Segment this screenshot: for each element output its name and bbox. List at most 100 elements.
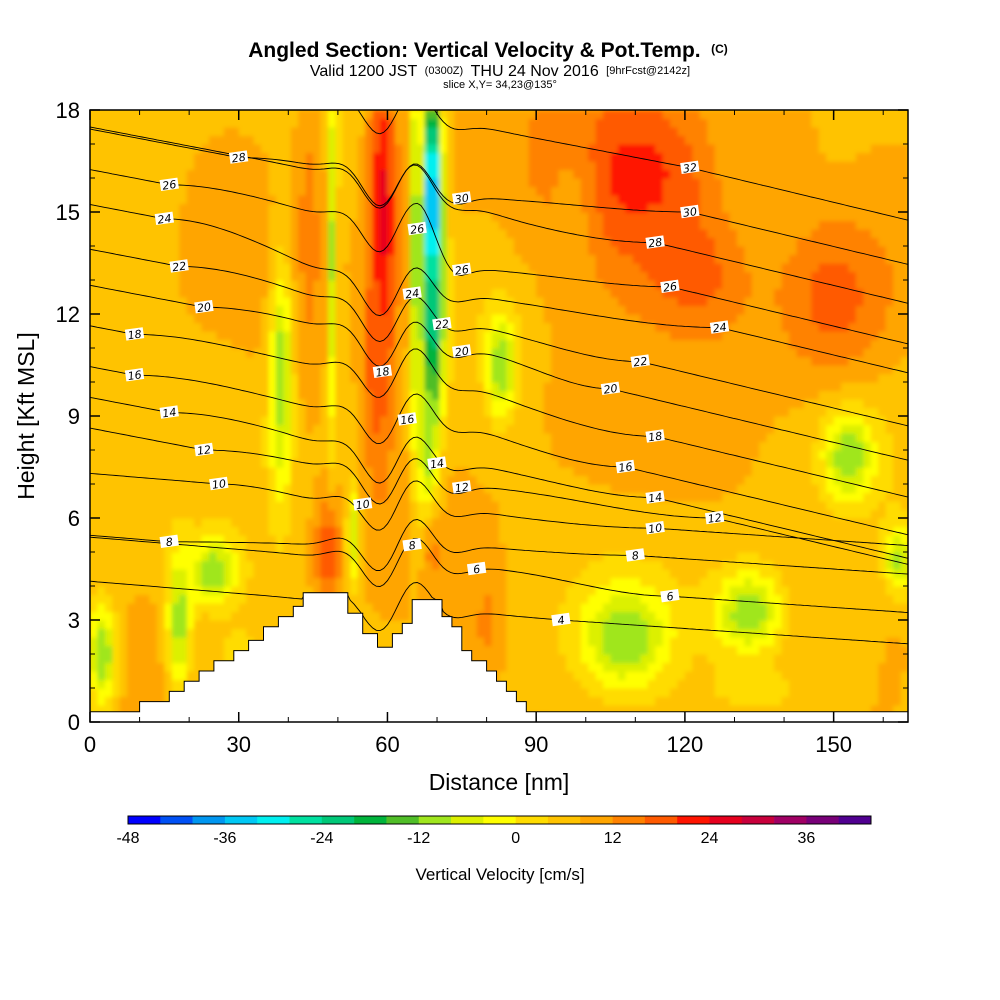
theta-contour-label: 6 [466,561,487,576]
y-tick-label: 18 [56,98,80,123]
y-axis-ticks: 0 3 6 9 12 15 18 [56,98,908,735]
theta-contour-30 [90,126,908,265]
theta-contour-label: 12 [194,442,214,458]
x-axis-ticks: 0 30 60 90 120 150 [84,110,884,757]
colorbar-swatch [547,816,581,824]
colorbar-swatch [612,816,646,824]
chart-subtitle: Valid 1200 JST (0300Z) THU 24 Nov 2016 [… [310,61,690,80]
colorbar-swatch [354,816,387,824]
terrain-mask [90,592,908,722]
theta-contour-label: 32 [680,160,700,176]
colorbar-swatch [192,816,226,824]
x-tick-label: 30 [226,732,250,757]
y-tick-label: 15 [56,200,80,225]
theta-contour-24 [90,204,908,374]
theta-contour-label: 24 [154,211,175,227]
theta-contour-label: 22 [432,317,452,332]
theta-contour-label: 14 [159,405,179,421]
theta-contour-6 [90,536,908,613]
x-tick-label: 0 [84,732,96,757]
colorbar-swatch [774,816,807,824]
theta-contour-label: 4 [551,612,571,627]
colorbar-swatch [677,816,710,824]
theta-contour-label: 28 [228,150,249,166]
theta-contour-label: 30 [452,191,472,206]
theta-contour-26 [90,169,908,345]
colorbar-swatch [418,816,452,824]
theta-contour-label: 20 [600,381,621,397]
colorbar-swatch [838,816,872,824]
y-tick-label: 12 [56,302,80,327]
y-tick-label: 6 [68,506,80,531]
theta-contour-label: 26 [452,262,472,278]
colorbar-swatch [741,816,775,824]
theta-contour-label: 16 [397,412,417,427]
theta-contour-label: 6 [660,589,680,604]
colorbar-swatch [483,816,516,824]
theta-contour-label: 12 [452,480,472,495]
theta-contour-label: 16 [615,459,636,475]
colorbar-tick-label: -24 [310,830,333,847]
theta-contour-label: 30 [680,204,700,220]
theta-contour-label: 22 [630,354,650,370]
x-tick-label: 90 [524,732,548,757]
theta-contour-label: 26 [159,177,179,193]
x-tick-label: 150 [815,732,852,757]
colorbar-swatch [257,816,290,824]
theta-contour-label: 18 [645,429,665,444]
colorbar-tick-label: -12 [407,830,430,847]
theta-contour-label: 20 [452,344,472,359]
theta-contour-label: 8 [625,548,645,563]
theta-contour-32 [357,110,908,221]
colorbar-tick-label: 12 [604,830,622,847]
colorbar-swatch [451,816,484,824]
colorbar-tick-label: -48 [116,830,139,847]
theta-contour-label: 12 [704,510,725,526]
y-tick-label: 3 [68,608,80,633]
colorbar-swatch [580,816,613,824]
colorbar-title: Vertical Velocity [cm/s] [415,865,584,884]
theta-contour-22 [90,248,908,427]
theta-contour-label: 8 [159,534,179,549]
theta-contour-label: 10 [209,476,229,492]
theta-contour-label: 22 [169,259,189,274]
theta-contour-4 [90,580,908,645]
colorbar-swatch [644,816,678,824]
theta-contour-label: 8 [402,538,422,553]
colorbar-swatch [289,816,323,824]
theta-contour-label: 26 [407,221,427,237]
colorbar-swatch [224,816,258,824]
colorbar-swatch [128,816,161,824]
theta-contour-label: 18 [372,364,393,380]
chart-title: Angled Section: Vertical Velocity & Pot.… [248,39,728,62]
x-tick-label: 120 [667,732,704,757]
theta-contour-label: 14 [645,490,665,506]
colorbar-swatch [515,816,549,824]
theta-contour-16 [90,366,908,536]
theta-contours [90,110,908,645]
colorbar-tick-label: -36 [213,830,236,847]
colorbar-swatch [806,816,839,824]
colorbar-swatch [386,816,420,824]
theta-contour-8 [90,519,908,575]
colorbar-tick-label: 0 [511,830,520,847]
theta-contour-label: 28 [645,235,665,251]
theta-contour-label: 26 [660,279,680,295]
colorbar-swatch [160,816,193,824]
x-tick-label: 60 [375,732,399,757]
theta-contour-14 [90,396,908,559]
theta-contour-28 [90,128,908,304]
theta-contour-label: 14 [427,456,447,472]
colorbar-tick-label: 36 [798,830,816,847]
theta-contour-label: 18 [124,327,145,342]
colorbar-ticks: -48 -36 -24 -12 0 12 24 36 [116,830,815,847]
theta-contour-label: 24 [402,286,422,302]
y-axis-label: Height [Kft MSL] [13,332,39,499]
x-axis-label: Distance [nm] [429,769,570,795]
colorbar-swatch [321,816,355,824]
y-tick-label: 9 [68,404,80,429]
slice-label: slice X,Y= 34,23@135° [443,79,557,91]
theta-contour-label: 10 [352,497,373,512]
theta-contour-12 [90,427,908,565]
